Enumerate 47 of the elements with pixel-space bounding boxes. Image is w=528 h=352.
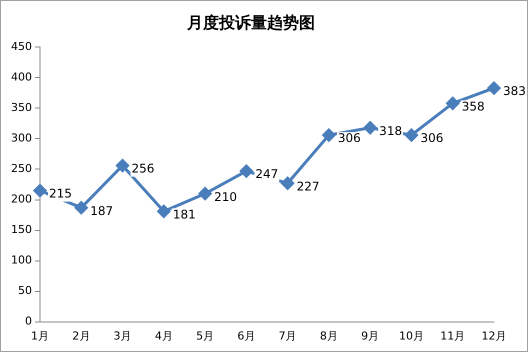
y-tick-label: 100 — [10, 254, 32, 267]
data-label: 256 — [132, 162, 154, 176]
data-label: 210 — [214, 190, 237, 204]
y-tick-label: 200 — [10, 192, 32, 206]
data-label: 306 — [420, 131, 444, 146]
x-tick-label: 1月 — [30, 329, 49, 342]
x-tick-label: 9月 — [361, 329, 380, 342]
point — [198, 187, 212, 200]
y-tick-label: 0 — [24, 314, 32, 328]
data-label: 306 — [338, 131, 361, 146]
point — [364, 121, 377, 134]
point — [446, 96, 460, 110]
y-tick-label: 400 — [10, 70, 32, 84]
x-tick-label: 11月 — [440, 329, 466, 342]
x-tick-label: 7月 — [278, 329, 297, 342]
y-tick-label: 350 — [10, 101, 32, 114]
point — [404, 128, 418, 142]
y-tick-label: 50 — [18, 284, 32, 298]
point — [281, 176, 294, 190]
x-tick-label: 8月 — [320, 329, 338, 342]
point — [322, 128, 336, 142]
x-tick-label: 6月 — [237, 329, 256, 342]
data-label: 227 — [296, 179, 320, 194]
point — [157, 204, 170, 218]
data-label: 383 — [503, 84, 526, 98]
x-tick-label: 5月 — [196, 329, 214, 342]
data-label: 215 — [48, 186, 72, 201]
y-tick-label: 150 — [10, 223, 32, 236]
point — [33, 184, 46, 198]
point — [240, 164, 253, 178]
data-label: 247 — [255, 167, 278, 182]
point — [74, 201, 88, 214]
chart-title: 月度投诉量趋势图 — [186, 12, 315, 32]
y-tick-label: 450 — [10, 40, 32, 54]
x-tick-label: 12月 — [482, 329, 506, 342]
y-tick-label: 300 — [10, 132, 32, 145]
x-tick-label: 10月 — [398, 329, 424, 342]
point — [116, 159, 130, 172]
data-label: 358 — [462, 99, 485, 114]
data-label: 187 — [90, 204, 114, 218]
y-tick-label: 250 — [10, 162, 32, 176]
point — [488, 82, 500, 95]
data-label: 318 — [379, 124, 402, 138]
data-label: 181 — [172, 207, 196, 222]
x-tick-label: 2月 — [72, 329, 90, 342]
x-tick-label: 3月 — [114, 329, 132, 342]
x-tick-label: 4月 — [154, 329, 173, 342]
